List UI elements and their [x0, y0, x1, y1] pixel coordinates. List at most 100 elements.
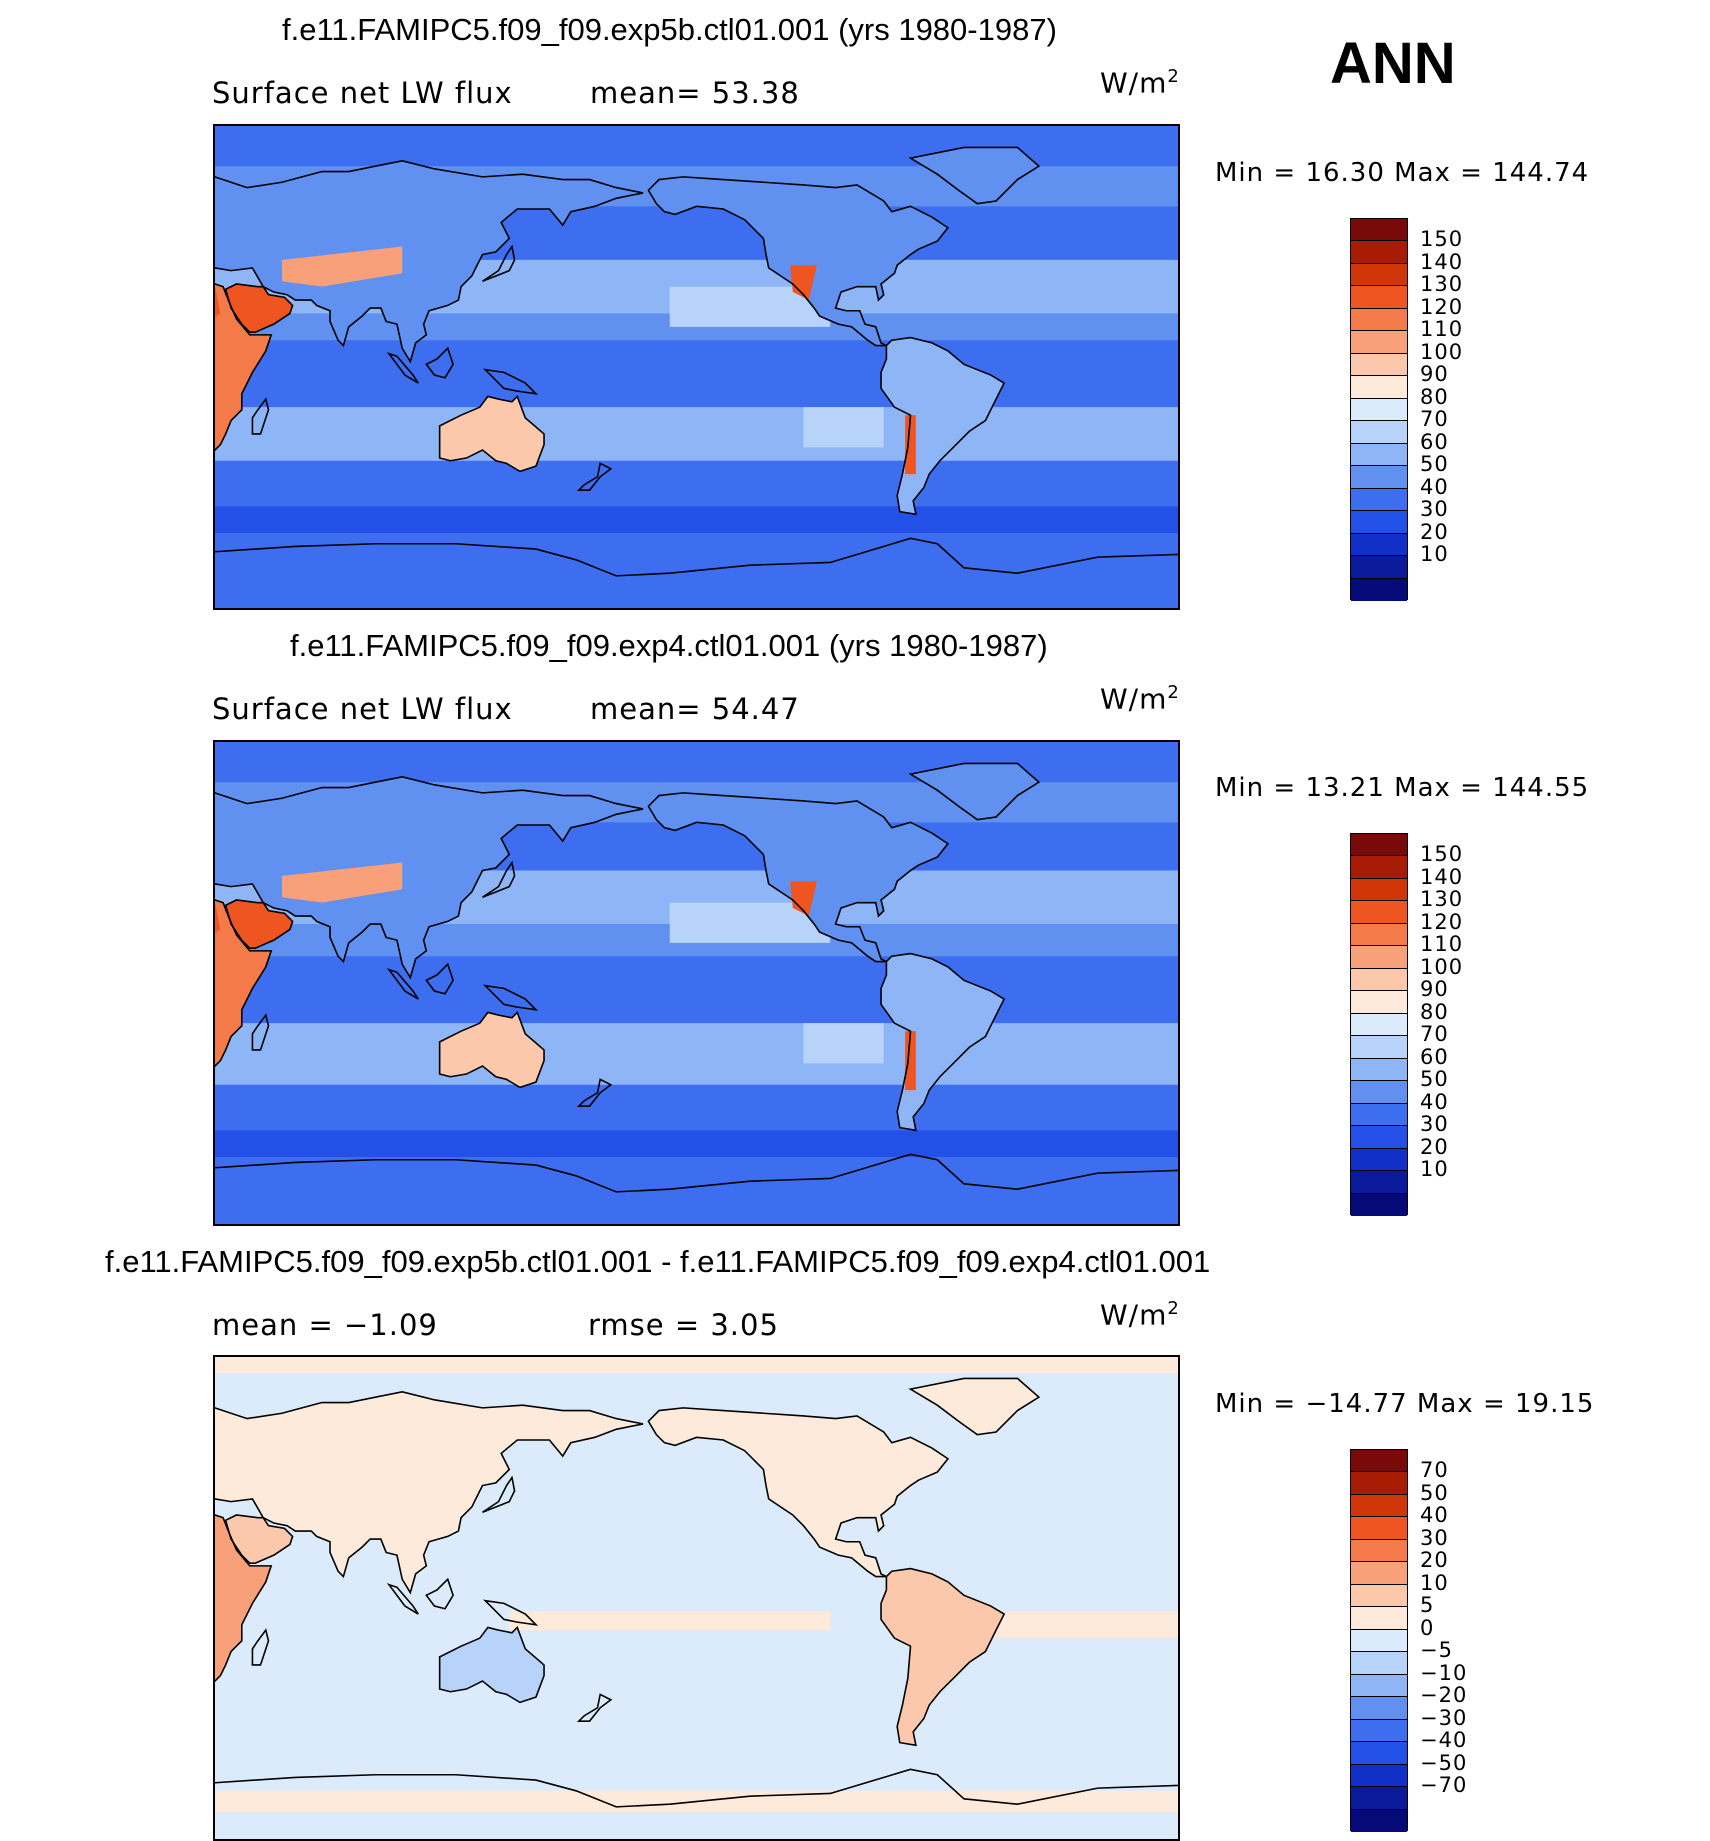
colorbar-segment	[1351, 878, 1407, 902]
colorbar-tick-label: 30	[1420, 497, 1449, 522]
map-field	[215, 407, 1178, 461]
colorbar-tick-label: 150	[1420, 227, 1464, 252]
colorbar-tick-label: 130	[1420, 272, 1464, 297]
land-fill	[215, 160, 644, 362]
colorbar-segment	[1351, 968, 1407, 992]
land-fill	[648, 1407, 948, 1577]
map-field	[509, 1611, 831, 1631]
panel-3-map	[213, 1355, 1180, 1841]
land-fill	[439, 396, 545, 472]
colorbar-segment	[1351, 901, 1407, 924]
colorbar-tick-label: 20	[1420, 1548, 1449, 1573]
colorbar-segment	[1351, 533, 1407, 557]
coastline	[482, 860, 516, 899]
land-fill	[881, 1568, 1005, 1746]
colorbar-segment	[1351, 1472, 1407, 1495]
map-field	[215, 313, 1178, 341]
coastline	[880, 336, 1006, 516]
colorbar-tick-label: 30	[1420, 1525, 1449, 1550]
coastline	[425, 962, 454, 995]
map-field	[669, 902, 831, 943]
colorbar-segment	[1351, 556, 1407, 579]
map-field	[803, 407, 884, 448]
coastline	[215, 283, 273, 452]
panel-1-map	[213, 124, 1180, 610]
colorbar-tick-label: 120	[1420, 909, 1464, 934]
coastline	[386, 352, 419, 384]
panel-2-units: W/m2	[1100, 682, 1180, 716]
colorbar-tick-label: −40	[1420, 1728, 1468, 1753]
land-fill	[215, 1391, 644, 1593]
colorbar-tick-label: 100	[1420, 339, 1464, 364]
panel-3-colorbar	[1350, 1449, 1408, 1832]
coastline	[908, 146, 1041, 205]
colorbar-segment	[1351, 1450, 1407, 1473]
colorbar-tick-label: 140	[1420, 249, 1464, 274]
colorbar-segment	[1351, 1126, 1407, 1149]
colorbar-segment	[1351, 376, 1407, 399]
colorbar-segment	[1351, 1697, 1407, 1720]
colorbar-segment	[1351, 466, 1407, 489]
coastline	[482, 984, 539, 1011]
colorbar-tick-label: 100	[1420, 954, 1464, 979]
colorbar-segment	[1351, 1036, 1407, 1059]
colorbar-segment	[1351, 1787, 1407, 1810]
coastline	[215, 1768, 1178, 1808]
colorbar-tick-label: 5	[1420, 1593, 1435, 1618]
coastline	[251, 1628, 270, 1666]
panel-2-mean-label: mean= 54.47	[590, 692, 800, 726]
central-asia-field	[281, 862, 403, 903]
colorbar-segment	[1351, 1517, 1407, 1540]
colorbar-segment	[1351, 1584, 1407, 1608]
panel-1-minmax: Min = 16.30 Max = 144.74	[1215, 158, 1590, 188]
colorbar-tick-label: 110	[1420, 932, 1464, 957]
colorbar-segment	[1351, 1674, 1407, 1698]
colorbar-segment	[1351, 1103, 1407, 1127]
coastline	[438, 395, 545, 473]
sw-usa-field	[790, 881, 817, 917]
colorbar-tick-label: 90	[1420, 362, 1449, 387]
coastline	[215, 1390, 644, 1595]
coastline	[576, 462, 613, 491]
colorbar-segment	[1351, 1013, 1407, 1037]
panel-2-variable-label: Surface net LW flux	[212, 692, 513, 726]
map-field	[215, 506, 1178, 534]
colorbar-tick-label: 110	[1420, 317, 1464, 342]
colorbar-segment	[1351, 1081, 1407, 1104]
colorbar-segment	[1351, 286, 1407, 309]
colorbar-segment	[1351, 219, 1407, 242]
land-fill	[215, 1514, 272, 1682]
colorbar-tick-label: 130	[1420, 887, 1464, 912]
colorbar-tick-label: 60	[1420, 1044, 1449, 1069]
colorbar-tick-label: 70	[1420, 1458, 1449, 1483]
sahara-field	[215, 286, 221, 318]
colorbar-tick-label: 70	[1420, 1022, 1449, 1047]
colorbar-tick-label: 30	[1420, 1112, 1449, 1137]
colorbar-tick-label: 40	[1420, 474, 1449, 499]
coastline	[438, 1626, 545, 1704]
coastline	[576, 1078, 613, 1107]
coastline	[386, 1583, 419, 1615]
coastline	[438, 1011, 545, 1089]
colorbar-segment	[1351, 1719, 1407, 1743]
coastline	[482, 368, 539, 395]
colorbar-segment	[1351, 1809, 1407, 1832]
colorbar-segment	[1351, 834, 1407, 857]
land-fill	[215, 283, 272, 451]
andes-field	[905, 1031, 916, 1091]
coastline	[482, 244, 516, 283]
colorbar-tick-label: 80	[1420, 999, 1449, 1024]
panel-1-title: f.e11.FAMIPC5.f09_f09.exp5b.ctl01.001 (y…	[282, 12, 1057, 47]
coastline	[647, 176, 950, 347]
colorbar-tick-label: 50	[1420, 452, 1449, 477]
panel-3-minmax: Min = −14.77 Max = 19.15	[1215, 1389, 1595, 1419]
colorbar-tick-label: 120	[1420, 294, 1464, 319]
coastline	[215, 159, 644, 364]
colorbar-segment	[1351, 331, 1407, 354]
coastline	[576, 1693, 613, 1722]
colorbar-segment	[1351, 421, 1407, 444]
colorbar-segment	[1351, 1539, 1407, 1563]
colorbar-segment	[1351, 1652, 1407, 1675]
andes-field	[905, 415, 916, 475]
land-fill	[648, 792, 948, 962]
